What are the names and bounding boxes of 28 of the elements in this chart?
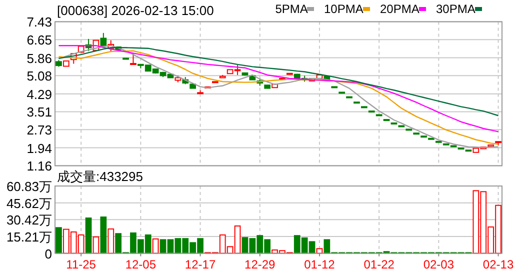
y-tick-label: 3.51 [26,104,52,120]
chart-title: [000638] 2026-02-13 15:00 [57,3,214,18]
chart-title: 成交量:433295 [57,169,143,184]
y-tick-label: 7.43 [26,14,52,30]
x-tick-label: 02-13 [482,257,514,272]
y-tick-label: 6.65 [26,32,52,48]
legend-label: 30PMA [436,2,476,16]
legend-label: 5PMA [275,2,308,16]
x-tick-label: 11-25 [66,257,96,272]
x-tick-label: 12-17 [184,257,216,272]
x-tick-label: 12-29 [244,257,276,272]
y-tick-label: 1.16 [26,158,52,174]
y-tick-label: 4.29 [26,86,52,102]
y-tick-label: 0 [44,246,52,262]
x-tick-label: 02-03 [423,257,454,272]
y-tick-label: 5.08 [26,68,52,84]
legend-label: 20PMA [380,2,420,16]
y-tick-label: 30.42万 [6,212,52,228]
y-tick-label: 1.94 [26,140,52,156]
y-tick-label: 2.73 [26,122,52,138]
y-tick-label: 60.83万 [6,179,52,194]
legend-label: 10PMA [324,2,364,16]
y-tick-label: 45.62万 [6,196,52,211]
y-tick-label: 15.21万 [6,229,52,244]
x-tick-label: 01-22 [364,257,395,272]
x-tick-label: 01-12 [304,257,336,272]
y-tick-label: 5.86 [26,50,52,66]
x-tick-label: 12-05 [125,257,156,272]
